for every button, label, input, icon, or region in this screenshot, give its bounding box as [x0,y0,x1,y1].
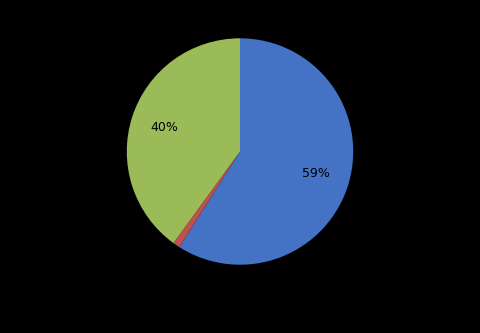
Wedge shape [173,152,240,247]
Wedge shape [127,38,240,243]
Text: 40%: 40% [151,121,179,134]
Wedge shape [180,38,353,265]
Text: 59%: 59% [302,167,330,180]
